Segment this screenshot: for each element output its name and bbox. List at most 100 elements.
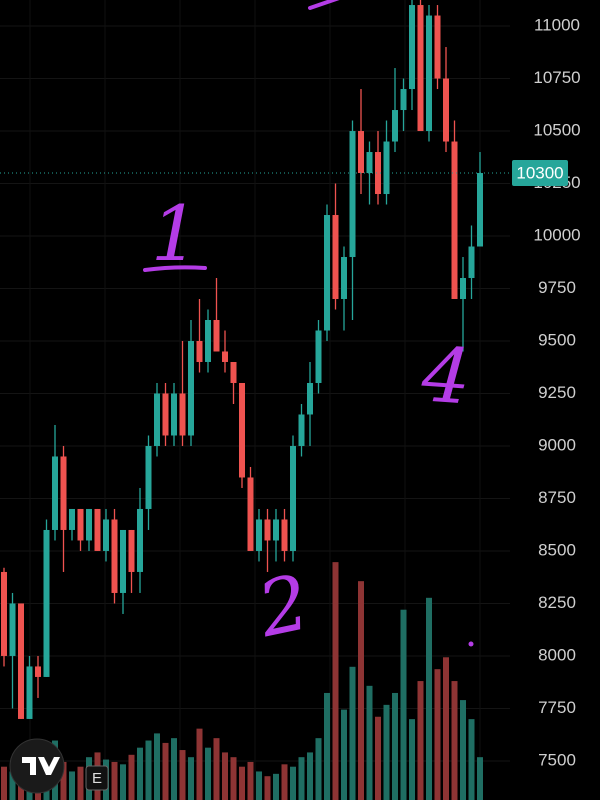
candle-body <box>256 519 262 551</box>
candle-body <box>222 351 228 362</box>
volume-bar <box>332 562 339 800</box>
volume-bar <box>111 761 118 800</box>
candle-layer <box>1 0 483 719</box>
volume-bar <box>451 681 458 800</box>
volume-bar <box>298 757 305 800</box>
candle-body <box>94 508 101 551</box>
logo-circle[interactable] <box>9 738 65 794</box>
volume-bar <box>1 766 7 800</box>
logo[interactable] <box>9 738 65 794</box>
volume-bar <box>443 657 449 800</box>
candle-body <box>60 456 67 530</box>
volume-bar <box>162 742 169 800</box>
volume-bar <box>375 716 381 800</box>
volume-bar <box>171 738 177 800</box>
candle-body <box>69 508 75 530</box>
candle-body <box>324 215 330 331</box>
candle-body <box>383 141 390 195</box>
candle-body <box>349 131 356 258</box>
volume-bar <box>188 757 194 800</box>
candle-body <box>315 330 322 383</box>
volume-bar <box>247 761 254 800</box>
y-tick-label: 9500 <box>538 330 576 349</box>
candle-body <box>179 393 186 436</box>
y-tick-label: 8500 <box>538 540 576 559</box>
candle-body <box>205 320 211 362</box>
volume-bar <box>417 681 424 800</box>
volume-bar <box>137 747 143 800</box>
candle-body <box>477 173 483 247</box>
candle-body <box>358 131 364 174</box>
volume-bar <box>349 666 356 800</box>
volume-bar <box>460 700 466 800</box>
candle-body <box>171 393 177 436</box>
annotation: 1 <box>151 189 199 278</box>
candle-body <box>154 393 160 446</box>
candle-body <box>375 152 381 195</box>
volume-bar <box>60 761 67 800</box>
candle-body <box>341 257 347 300</box>
volume-bar <box>179 750 186 800</box>
button-label[interactable]: E <box>92 770 102 787</box>
candle-body <box>332 215 339 300</box>
candle-body <box>52 456 58 530</box>
y-tick-label: 8250 <box>538 593 576 612</box>
candle-body <box>460 278 466 300</box>
volume-bar <box>205 747 211 800</box>
candle-body <box>103 519 109 551</box>
y-tick-label: 7500 <box>538 750 576 769</box>
volume-bar <box>358 581 364 800</box>
annotation-underline <box>143 265 207 272</box>
button-box[interactable] <box>85 765 109 791</box>
volume-bar <box>477 757 483 800</box>
volume-bar <box>273 773 279 800</box>
y-tick-label: 11000 <box>534 16 580 35</box>
y-tick-label: 10500 <box>533 121 580 140</box>
candle-body <box>86 508 92 541</box>
volume-bar <box>468 719 475 800</box>
candle-body <box>18 603 24 719</box>
candle-body <box>35 666 41 677</box>
candle-body <box>239 382 245 478</box>
candle-body <box>273 519 279 541</box>
volume-bar <box>154 733 160 800</box>
volume-bar <box>290 766 296 800</box>
volume-bar <box>239 766 245 800</box>
candle-body <box>213 320 220 352</box>
candle-body <box>162 393 169 436</box>
volume-bar <box>69 771 75 800</box>
y-tick-label: 7750 <box>538 698 576 717</box>
volume-bar <box>213 738 220 800</box>
candle-body <box>77 508 84 541</box>
candle-body <box>247 477 254 551</box>
candle-body <box>137 508 143 572</box>
candle-body <box>128 529 135 572</box>
volume-bar <box>383 704 390 800</box>
annotation-dot <box>468 641 474 647</box>
candle-body <box>290 445 296 551</box>
y-tick-label: 9250 <box>538 383 576 402</box>
candle-body <box>434 15 441 79</box>
candle-body <box>307 382 313 415</box>
y-tick-label: 9000 <box>538 435 576 454</box>
candle-body <box>298 414 305 446</box>
volume-bar <box>196 728 203 800</box>
current-price-label: 10300 <box>516 164 563 183</box>
volume-bar <box>409 719 415 800</box>
candle-body <box>417 5 424 132</box>
candle-body <box>120 529 126 593</box>
volume-bar <box>256 771 262 800</box>
volume-bar <box>315 738 322 800</box>
candle-body <box>188 340 194 436</box>
candle-body <box>281 519 288 551</box>
candle-body <box>264 519 271 541</box>
volume-bar <box>324 692 330 800</box>
candle-body <box>196 340 203 362</box>
volume-bar <box>281 764 288 800</box>
candle-body <box>111 519 118 593</box>
logo-mark[interactable] <box>22 757 60 775</box>
volume-bar <box>264 776 271 800</box>
